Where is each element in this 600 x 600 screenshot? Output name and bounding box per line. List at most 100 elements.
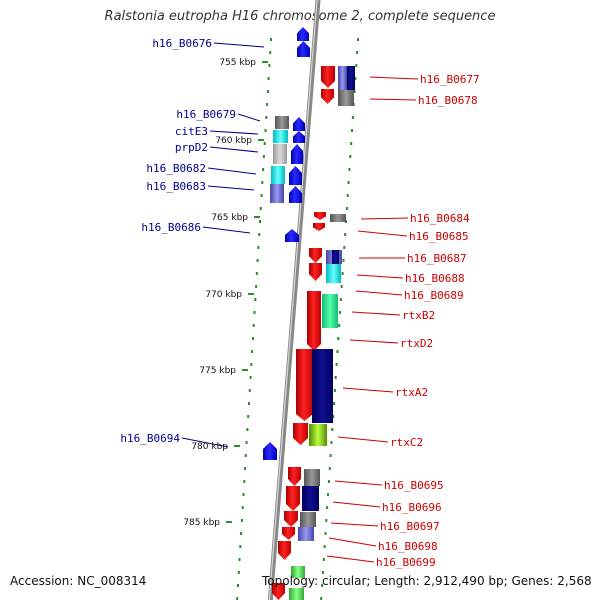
scale-label: 765 kbp [211,213,248,223]
dots-left-outer-dot [249,376,252,379]
right-gene-label[interactable]: rtxA2 [395,386,428,399]
function-class-box [302,486,319,511]
forward-gene-arrow[interactable] [289,166,302,185]
right-gene-label[interactable]: h16_B0678 [418,94,478,107]
scale-tick-mark [254,216,260,218]
dots-left-outer-dot [251,337,254,340]
reverse-gene-arrow[interactable] [284,511,298,527]
dots-right-outer-dot [348,168,351,171]
dots-left-outer-dot [250,363,253,366]
forward-gene-arrow[interactable] [297,41,310,57]
right-leader-line [334,480,383,486]
left-gene-label[interactable]: h16_B0679 [176,108,236,121]
right-gene-label[interactable]: rtxC2 [390,436,423,449]
right-gene-label[interactable]: h16_B0699 [376,556,436,569]
dots-left-outer-dot [246,428,249,431]
right-gene-label[interactable]: h16_B0685 [409,230,469,243]
dots-right-outer-dot [349,155,352,158]
gene-features [263,27,355,600]
forward-gene-arrow[interactable] [293,131,305,143]
dots-right-outer-dot [336,350,339,353]
right-gene-label[interactable]: h16_B0697 [380,520,440,533]
right-gene-label[interactable]: h16_B0695 [384,479,444,492]
right-gene-label[interactable]: rtxD2 [400,337,433,350]
reverse-gene-arrow[interactable] [293,423,308,445]
forward-gene-arrow[interactable] [291,144,303,164]
accession-text: Accession: NC_008314 [10,574,147,588]
reverse-gene-arrow[interactable] [321,89,334,104]
dots-right-outer-dot [337,337,340,340]
dots-left-outer-dot [242,493,245,496]
dots-left-outer-dot [259,207,262,210]
forward-gene-arrow[interactable] [285,229,299,242]
dots-right-outer-dot [325,519,328,522]
reverse-gene-arrow[interactable] [307,291,321,351]
function-class-box [338,90,354,106]
right-leader-line [330,522,379,527]
forward-gene-arrow[interactable] [293,117,305,131]
dots-left-outer-dot [237,584,239,587]
dots-left-outer-dot [258,233,261,236]
function-class-box [271,166,285,184]
reverse-gene-arrow[interactable] [321,66,335,88]
dots-right-outer-dot [322,558,325,561]
reverse-gene-arrow[interactable] [282,527,295,540]
dots-left-outer-dot [257,246,260,249]
right-gene-label[interactable]: h16_B0677 [420,73,480,86]
left-gene-label[interactable]: citE3 [175,125,208,138]
forward-gene-arrow[interactable] [289,186,302,203]
right-gene-label[interactable]: h16_B0696 [382,501,442,514]
track-dots [236,38,359,600]
function-class-box [322,294,338,328]
dots-right-outer-dot [355,64,358,67]
left-gene-label[interactable]: h16_B0683 [146,180,206,193]
left-gene-label[interactable]: prpD2 [175,141,208,154]
reverse-gene-arrow[interactable] [309,248,322,263]
reverse-gene-arrow[interactable] [286,486,300,511]
reverse-gene-arrow[interactable] [296,349,313,421]
reverse-gene-arrow[interactable] [278,541,291,560]
right-leader-line [342,387,394,393]
reverse-gene-arrow[interactable] [272,583,285,600]
function-class-box [289,588,304,600]
right-gene-label[interactable]: h16_B0689 [404,289,464,302]
function-class-box [326,264,341,283]
left-gene-label[interactable]: h16_B0682 [146,162,206,175]
scale-tick-mark [242,369,248,371]
dots-right-outer-dot [340,285,343,288]
right-gene-label[interactable]: h16_B0687 [407,252,467,265]
dots-right-outer-dot [345,207,348,210]
reverse-gene-arrow[interactable] [288,467,301,486]
topology-text: Topology: circular; Length: 2,912,490 bp… [262,574,592,588]
reverse-gene-arrow[interactable] [309,263,322,281]
left-gene-label[interactable]: h16_B0676 [152,37,212,50]
function-class-box [275,116,289,129]
forward-gene-arrow[interactable] [297,27,309,41]
left-gene-label[interactable]: h16_B0686 [141,221,201,234]
dots-left-outer-dot [247,415,250,418]
right-leader-line [360,217,409,220]
dots-left-outer-dot [245,441,248,444]
right-gene-label[interactable]: h16_B0684 [410,212,470,225]
dots-right-outer-dot [335,363,338,366]
right-gene-label[interactable]: h16_B0688 [405,272,465,285]
scale-label: 780 kbp [191,442,228,452]
scale-label: 770 kbp [205,290,242,300]
right-gene-label[interactable]: rtxB2 [402,309,435,322]
dots-left-outer-dot [239,545,242,548]
reverse-gene-arrow[interactable] [314,212,326,220]
function-class-box [270,184,284,203]
dots-right-outer-dot [347,181,350,184]
dots-left-outer-dot [241,506,244,509]
left-gene-label[interactable]: h16_B0694 [120,432,180,445]
dots-left-outer-dot [244,454,247,457]
right-gene-label[interactable]: h16_B0698 [378,540,438,553]
dots-left-outer-dot [270,38,272,41]
function-class-box [298,527,314,541]
forward-gene-arrow[interactable] [263,442,277,460]
dots-left-outer-dot [248,389,251,392]
reverse-gene-arrow[interactable] [313,223,325,231]
right-leader-line [356,274,404,279]
